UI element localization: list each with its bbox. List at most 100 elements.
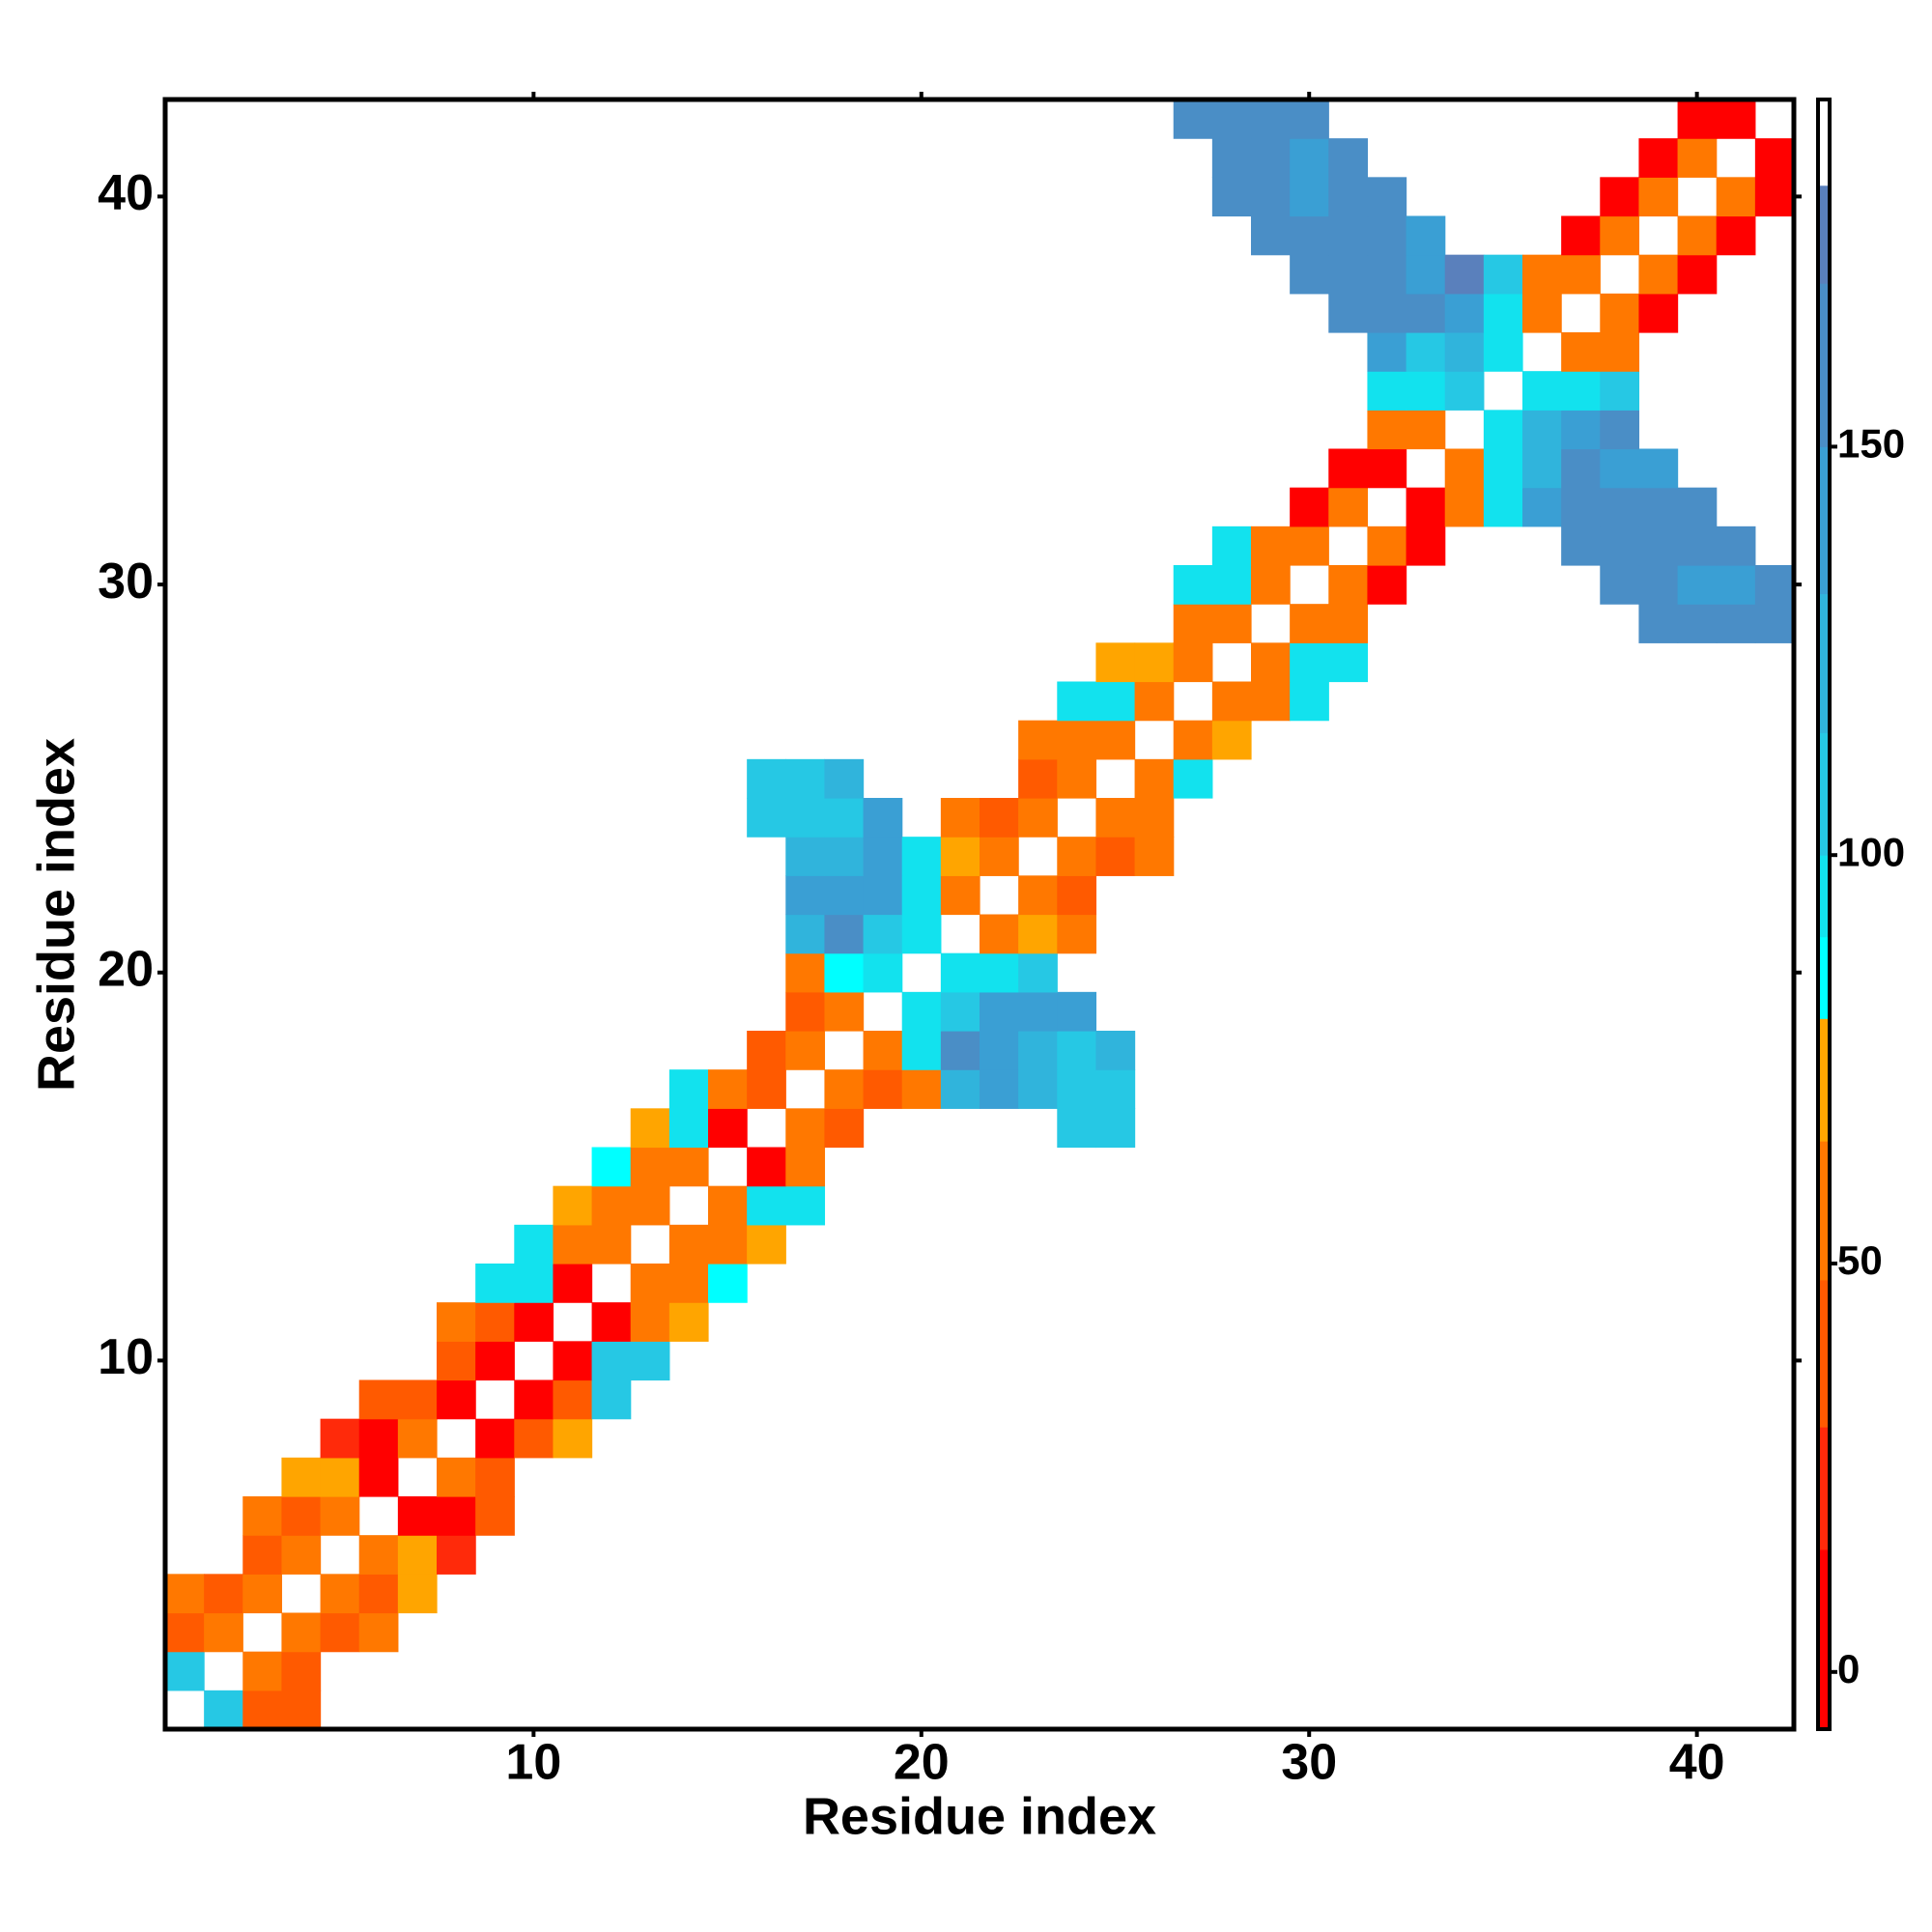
heatmap-cell (785, 952, 826, 993)
heatmap-cell (1328, 138, 1369, 178)
heatmap-cell (1716, 565, 1756, 605)
heatmap-cell (1134, 642, 1175, 683)
heatmap-cell (940, 1031, 980, 1070)
heatmap-cell (785, 914, 826, 954)
heatmap-cell (1754, 604, 1795, 643)
heatmap-cell (1251, 215, 1291, 256)
colorbar-band (1818, 1279, 1830, 1428)
heatmap-cell (1134, 837, 1175, 876)
heatmap-cell (437, 1457, 476, 1497)
heatmap-cell (553, 1418, 593, 1459)
heatmap-cell (1290, 487, 1329, 527)
heatmap-cell (1251, 138, 1291, 178)
heatmap-cell (1057, 720, 1097, 760)
heatmap-cell (1095, 681, 1136, 722)
heatmap-cell (1716, 526, 1756, 566)
heatmap-cell (1522, 293, 1562, 333)
heatmap-cell (1328, 177, 1369, 217)
heatmap-cell (785, 1108, 826, 1149)
heatmap-cell (824, 1108, 865, 1149)
heatmap-cell (708, 1185, 748, 1226)
heatmap-cell (1057, 1031, 1097, 1070)
heatmap-cell (358, 1457, 399, 1497)
heatmap-cell (1018, 1031, 1058, 1070)
heatmap-cell (824, 914, 865, 954)
heatmap-cell (1328, 254, 1369, 295)
heatmap-cell (901, 991, 942, 1032)
heatmap-cell (1444, 254, 1485, 295)
heatmap-cell (863, 875, 903, 916)
y-tick-label: 40 (98, 165, 154, 221)
heatmap-cell (1638, 293, 1679, 333)
heatmap-cell (1638, 138, 1679, 178)
heatmap-cell (785, 837, 826, 876)
heatmap-cell (1018, 1069, 1058, 1109)
heatmap-cell (1211, 138, 1252, 178)
heatmap-cell (630, 1264, 670, 1303)
colorbar-band (1818, 446, 1830, 595)
heatmap-cell (785, 875, 826, 916)
heatmap-cell (1600, 371, 1640, 411)
heatmap-cell (1018, 875, 1058, 916)
heatmap-cell (1561, 526, 1601, 566)
heatmap-cell (1367, 565, 1407, 605)
heatmap-cell (1057, 837, 1097, 876)
heatmap-cell (1638, 448, 1679, 489)
heatmap-cell (1173, 642, 1213, 683)
heatmap-cell (281, 1651, 322, 1691)
heatmap-cell (591, 1379, 632, 1420)
heatmap-cell (1600, 293, 1640, 333)
heatmap-cell (1018, 991, 1058, 1032)
heatmap-cell (980, 798, 1019, 838)
y-tick-label: 20 (98, 941, 154, 997)
heatmap-cell (1018, 720, 1058, 760)
heatmap-cell (165, 1574, 205, 1614)
heatmap-cell (1483, 487, 1523, 527)
heatmap-cell (1406, 293, 1446, 333)
heatmap-cell (281, 1457, 322, 1497)
heatmap-cell (553, 1224, 593, 1264)
heatmap-cell (514, 1302, 554, 1342)
heatmap-cell (514, 1264, 554, 1303)
heatmap-cell (1444, 371, 1485, 411)
heatmap-cell (668, 1147, 709, 1187)
heatmap-cell (1095, 837, 1136, 876)
heatmap-cell (630, 1108, 670, 1149)
heatmap-cell (747, 1069, 786, 1109)
heatmap-cell (1677, 604, 1718, 643)
heatmap-cell (747, 1147, 786, 1187)
heatmap-cell (1173, 604, 1213, 643)
heatmap-cell (1406, 487, 1446, 527)
heatmap-cell (980, 837, 1019, 876)
heatmap-cell (165, 1651, 205, 1691)
heatmap-cell (1406, 215, 1446, 256)
heatmap-cell (1173, 565, 1213, 605)
x-tick-label: 30 (1281, 1735, 1337, 1791)
heatmap-cell (242, 1496, 283, 1536)
heatmap-cell (1600, 177, 1640, 217)
heatmap-cell (320, 1418, 360, 1459)
heatmap-cell (1483, 293, 1523, 333)
heatmap-cell (358, 1574, 399, 1614)
heatmap-cell (1018, 914, 1058, 954)
heatmap-cell (901, 1069, 942, 1109)
heatmap-cell (437, 1341, 476, 1381)
heatmap-cell (1367, 448, 1407, 489)
heatmap-cell (1561, 410, 1601, 450)
heatmap-cell (1522, 371, 1562, 411)
colorbar-tick-label: 50 (1837, 1237, 1883, 1283)
heatmap-cell (1444, 487, 1485, 527)
heatmap-cell (1134, 798, 1175, 838)
heatmap-cell (824, 837, 865, 876)
heatmap-cell (1095, 798, 1136, 838)
heatmap-cell (668, 1108, 709, 1149)
heatmap-cell (1638, 526, 1679, 566)
heatmap-cell (1677, 138, 1718, 178)
heatmap-cell (1057, 875, 1097, 916)
heatmap-cell (1677, 99, 1718, 139)
heatmap-cell (1600, 526, 1640, 566)
heatmap-cell (708, 1069, 748, 1109)
heatmap-cell (1754, 177, 1795, 217)
